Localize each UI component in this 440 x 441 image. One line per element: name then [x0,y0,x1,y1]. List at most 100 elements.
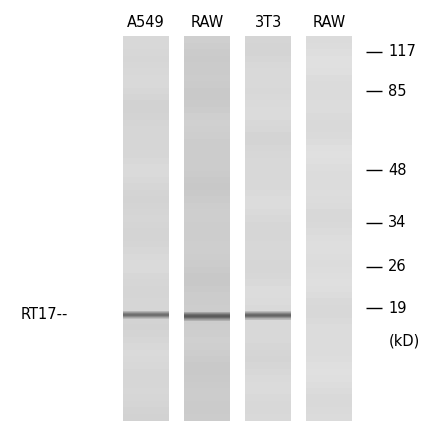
Bar [245,292,291,299]
Bar [306,37,352,44]
Bar [123,164,169,172]
Bar [184,320,230,321]
Bar [123,313,169,314]
Bar [184,388,230,395]
Bar [245,299,291,306]
Bar [245,394,291,402]
Bar [245,305,291,312]
Bar [245,343,291,351]
Bar [184,88,230,95]
Bar [123,315,169,316]
Bar [184,312,230,313]
Bar [123,343,169,351]
Bar [306,126,352,133]
Bar [184,319,230,320]
Bar [184,260,230,267]
Bar [184,145,230,152]
Bar [306,177,352,184]
Bar [184,316,230,317]
Bar [123,314,169,315]
Bar [245,120,291,127]
Bar [245,113,291,120]
Bar [123,356,169,363]
Bar [123,62,169,69]
Bar [184,75,230,82]
Bar [245,314,291,315]
Bar [245,388,291,395]
Text: RT17--: RT17-- [21,307,69,322]
Text: A549: A549 [127,15,165,30]
Bar [245,202,291,210]
Bar [123,407,169,415]
Bar [184,62,230,69]
Bar [123,56,169,63]
Bar [123,314,169,315]
Bar [245,313,291,314]
Text: RAW: RAW [313,15,346,30]
Bar [245,350,291,357]
Bar [306,164,352,172]
Bar [184,343,230,351]
Bar [123,311,169,312]
Bar [184,81,230,89]
Bar [184,394,230,402]
Bar [184,171,230,178]
Bar [184,314,230,315]
Bar [184,37,230,44]
Bar [123,317,169,318]
Bar [306,388,352,395]
Bar [245,164,291,172]
Bar [184,363,230,370]
Bar [184,381,230,389]
Bar [245,317,291,318]
Bar [123,312,169,313]
Bar [245,318,291,325]
Bar [245,375,291,382]
Bar [184,317,230,318]
Bar [123,37,169,44]
Bar [123,241,169,248]
Bar [306,350,352,357]
Bar [245,312,291,313]
Bar [306,215,352,223]
Bar [123,126,169,133]
Bar [245,37,291,44]
Bar [245,324,291,331]
Bar [123,312,169,313]
Bar [123,113,169,120]
Bar [184,318,230,319]
Bar [184,356,230,363]
Bar [306,305,352,312]
Bar [245,314,291,315]
Bar [123,299,169,306]
Bar [123,315,169,316]
Bar [245,190,291,197]
Bar [184,196,230,203]
Bar [184,43,230,50]
Bar [123,183,169,191]
Bar [123,350,169,357]
Bar [245,209,291,216]
Bar [306,299,352,306]
Bar [184,401,230,408]
Bar [184,228,230,235]
Bar [123,260,169,267]
Bar [306,139,352,146]
Bar [184,292,230,299]
Text: 3T3: 3T3 [254,15,282,30]
Bar [184,247,230,254]
Bar [184,215,230,223]
Bar [123,316,169,317]
Bar [245,318,291,319]
Bar [123,273,169,280]
Bar [123,107,169,114]
Bar [123,266,169,274]
Bar [184,317,230,318]
Bar [184,318,230,319]
Bar [306,375,352,382]
Bar [123,311,169,312]
Bar [306,401,352,408]
Bar [306,62,352,69]
Bar [184,235,230,242]
Bar [245,145,291,152]
